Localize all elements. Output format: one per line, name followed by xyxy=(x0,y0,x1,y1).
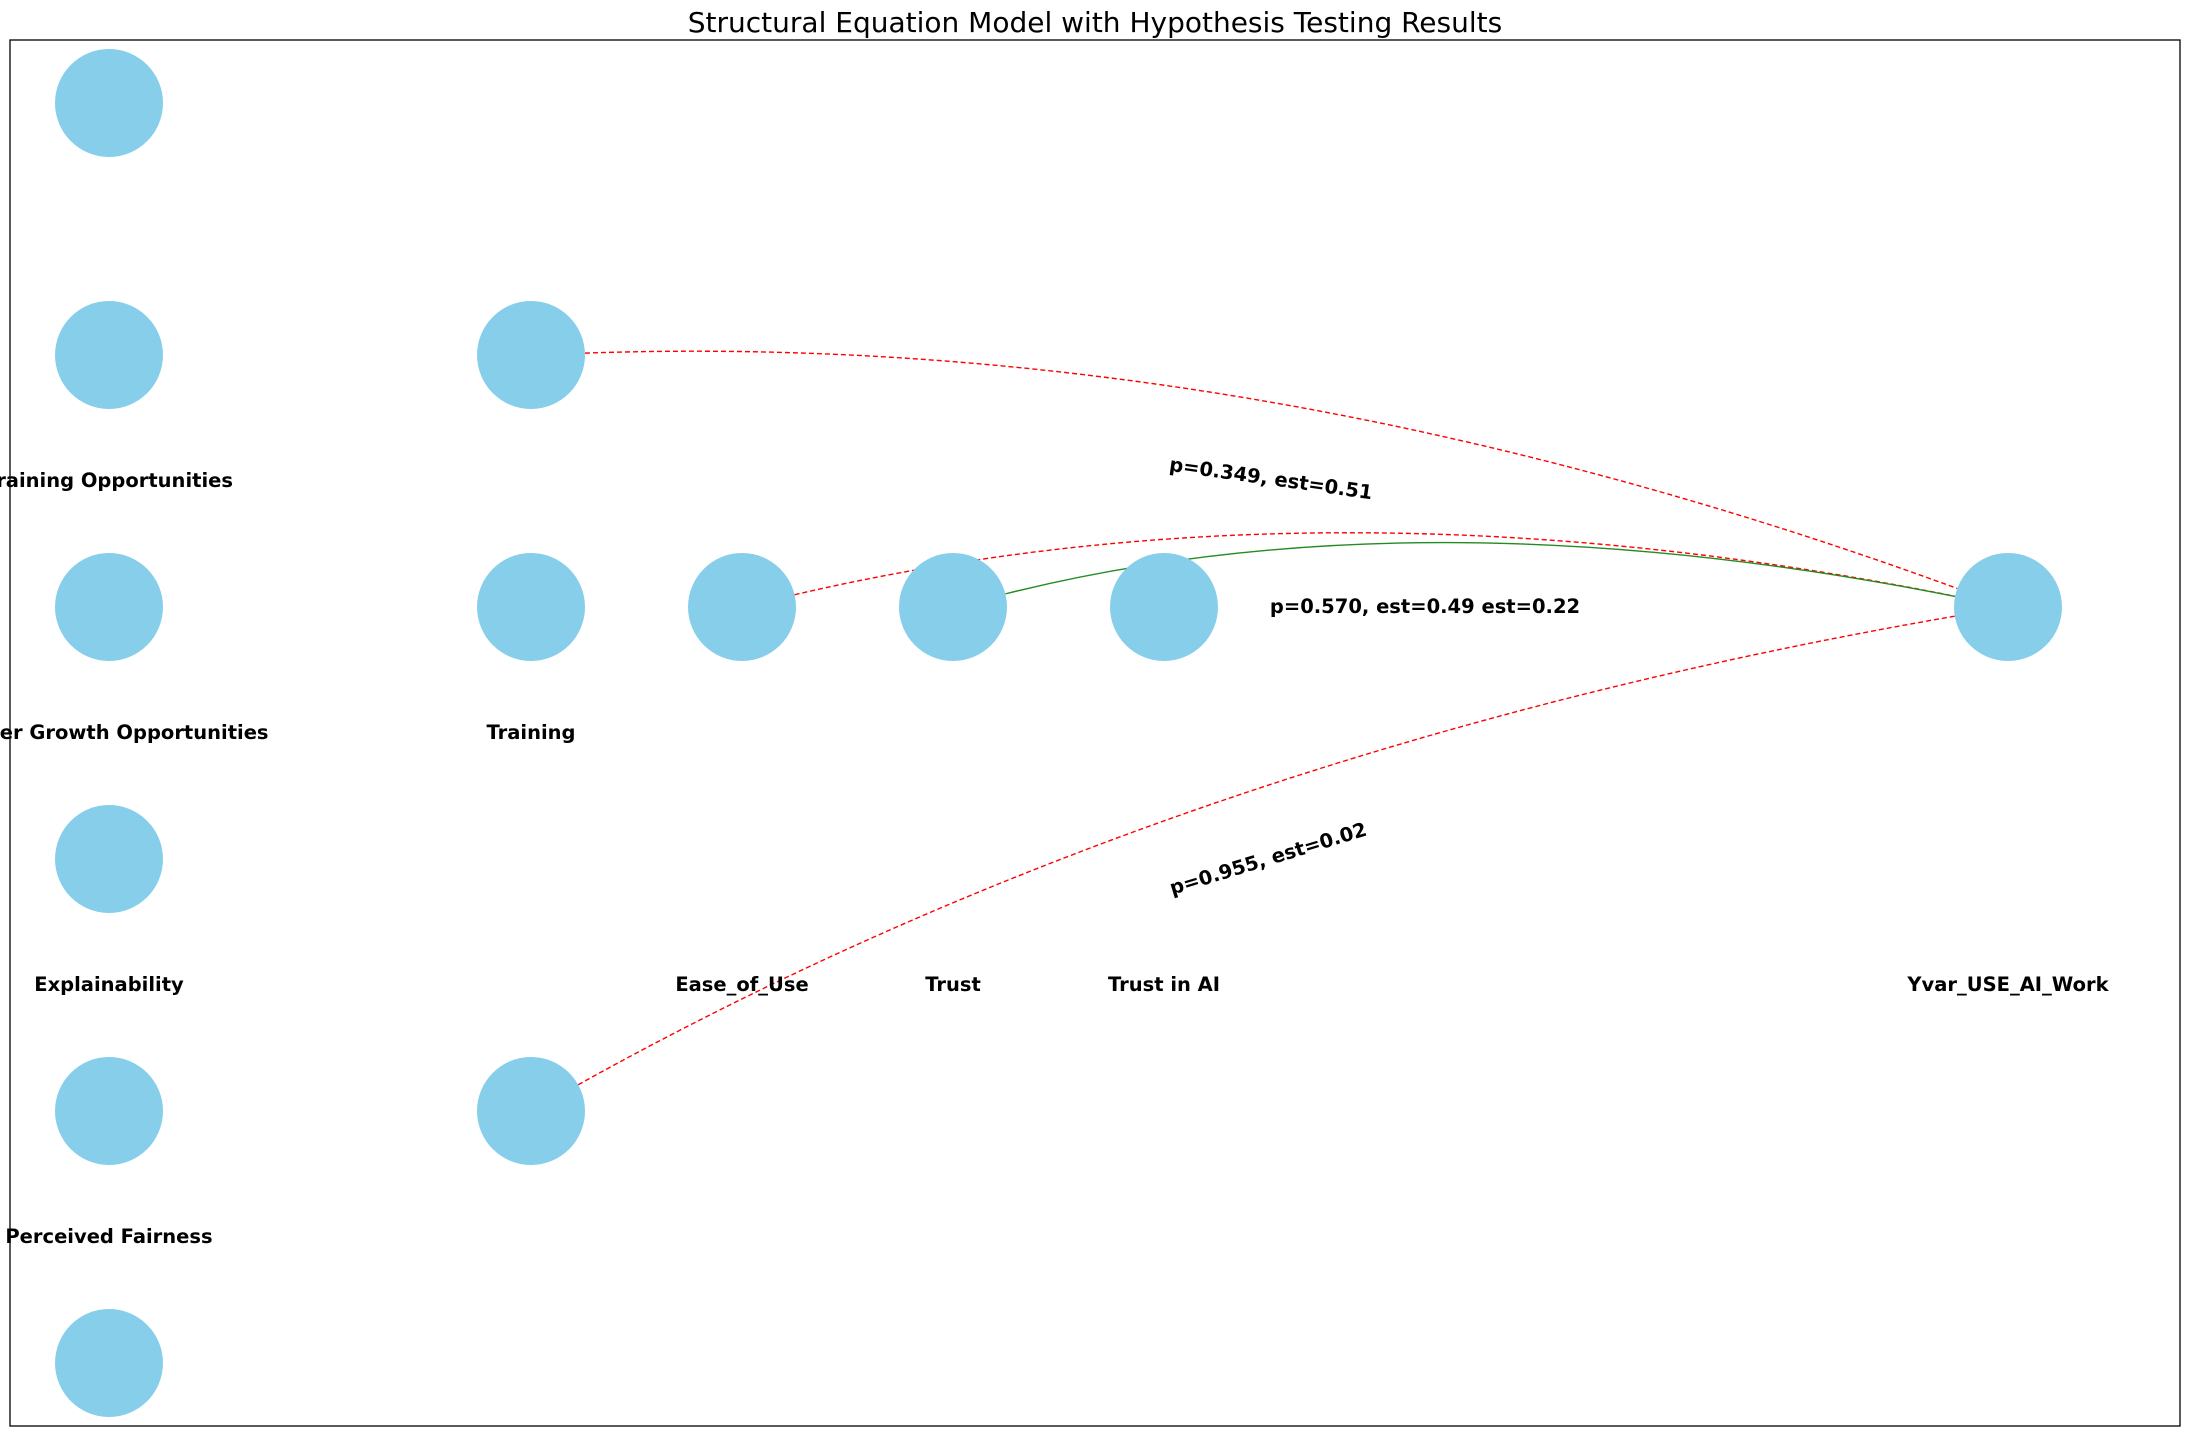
node-n_col1_r2 xyxy=(55,301,163,409)
node-label-n_col1_r5: Perceived Fairness xyxy=(5,1225,212,1248)
non-significant-path-3 xyxy=(577,615,1955,1086)
node-n_col1_r3 xyxy=(55,553,163,661)
node-n_col1_r4 xyxy=(55,805,163,913)
node-n_ease xyxy=(688,553,796,661)
node-n_trust_ai xyxy=(1110,553,1218,661)
node-n_yvar xyxy=(1954,553,2062,661)
node-label-n_col1_r3: Career Growth Opportunities xyxy=(0,721,269,744)
node-n_col2_r5 xyxy=(477,1057,585,1165)
path-coefficient-label-3: p=0.955, est=0.02 xyxy=(1167,818,1370,900)
node-n_col2_r2 xyxy=(477,301,585,409)
node-label-n_col1_r2: Training Opportunities xyxy=(0,469,233,492)
node-label-n_yvar: Yvar_USE_AI_Work xyxy=(1906,973,2109,996)
node-label-n_trust_ai: Trust in AI xyxy=(1108,973,1220,996)
node-label-n_ease: Ease_of_Use xyxy=(675,973,808,996)
node-label-n_col2_r3: Training xyxy=(486,721,575,744)
nodes-layer xyxy=(55,49,2062,1417)
diagram-title: Structural Equation Model with Hypothesi… xyxy=(688,6,1502,39)
non-significant-path-0 xyxy=(584,350,1958,590)
plot-frame xyxy=(9,39,2181,1427)
node-n_col2_r3 xyxy=(477,553,585,661)
node-label-n_col1_r4: Explainability xyxy=(34,973,184,996)
node-n_trust xyxy=(899,553,1007,661)
path-coefficient-label-0: p=0.349, est=0.51 xyxy=(1168,453,1374,504)
node-n_col1_r6 xyxy=(55,1309,163,1417)
node-label-n_trust: Trust xyxy=(925,973,981,996)
node-n_col1_r1 xyxy=(55,49,163,157)
path-coefficient-label-2: p=0.570, est=0.49 est=0.22 xyxy=(1270,595,1580,618)
node-labels-layer: Training Opportunities Career Growth Oppo… xyxy=(0,469,2110,1248)
edge-labels-layer: p=0.349, est=0.51 p=0.570, est=0.49 est=0… xyxy=(1167,453,1580,900)
node-n_col1_r5 xyxy=(55,1057,163,1165)
